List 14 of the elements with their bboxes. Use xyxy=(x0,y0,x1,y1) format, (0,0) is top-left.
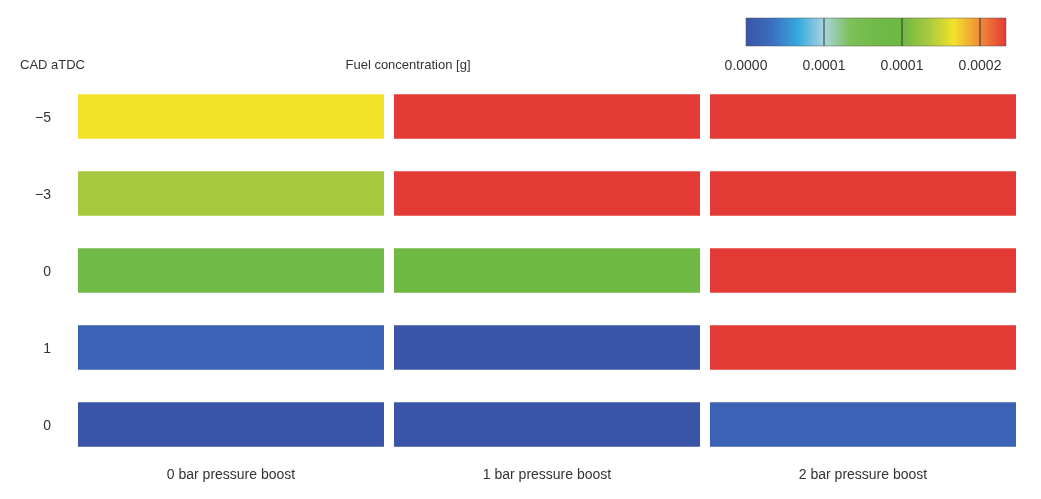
color-bar-label: 0.0000 xyxy=(724,57,768,73)
x-tick-label: 2 bar pressure boost xyxy=(798,466,928,482)
x-tick-label: 0 bar pressure boost xyxy=(166,466,296,482)
color-bar-label: 0.0001 xyxy=(802,57,846,73)
y-axis-title: CAD aTDC xyxy=(20,57,86,72)
x-tick-label: 1 bar pressure boost xyxy=(482,466,612,482)
color-bar-label: 0.0002 xyxy=(958,57,1002,73)
color-bar-label: 0.0001 xyxy=(880,57,924,73)
y-tick-label: −5 xyxy=(35,108,52,125)
y-tick-label: 0 xyxy=(43,416,52,433)
y-tick-label: 1 xyxy=(43,339,52,356)
y-tick-label: 0 xyxy=(43,262,52,279)
color-bar-title: Fuel concentration [g] xyxy=(345,57,471,72)
y-tick-label: −3 xyxy=(35,185,52,202)
